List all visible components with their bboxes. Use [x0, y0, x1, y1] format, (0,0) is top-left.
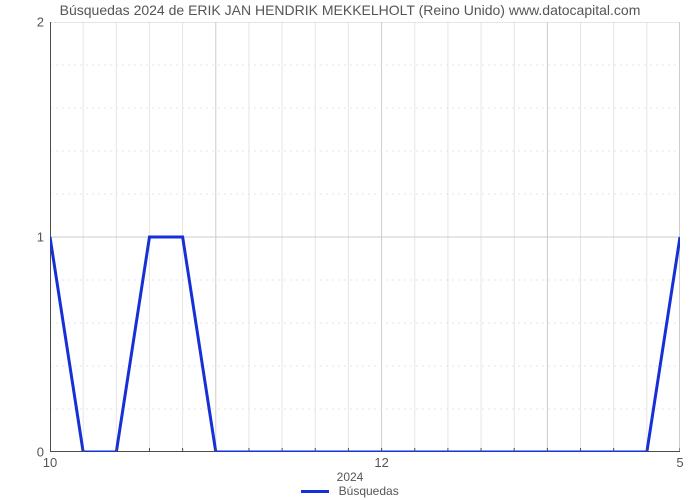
- x-tick-label: 10: [43, 455, 57, 470]
- x-axis-label: 2024: [0, 470, 700, 484]
- y-tick-label: 1: [37, 230, 44, 245]
- x-tick-label: 12: [374, 455, 388, 470]
- legend: Búsquedas: [0, 484, 700, 498]
- chart-container: Búsquedas 2024 de ERIK JAN HENDRIK MEKKE…: [0, 0, 700, 500]
- y-tick-label: 2: [37, 15, 44, 30]
- x-tick-label: 5: [676, 455, 683, 470]
- plot-area: [50, 22, 680, 452]
- chart-title: Búsquedas 2024 de ERIK JAN HENDRIK MEKKE…: [0, 2, 700, 18]
- legend-swatch: [301, 490, 329, 493]
- legend-label: Búsquedas: [339, 484, 399, 498]
- chart-svg: [50, 22, 680, 452]
